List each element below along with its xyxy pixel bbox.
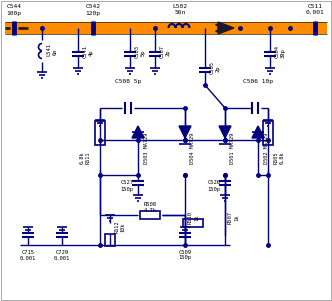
Text: 10k: 10k	[121, 222, 125, 232]
Text: 150p: 150p	[121, 188, 133, 193]
Text: C715: C715	[22, 250, 35, 255]
Text: 56n: 56n	[174, 11, 186, 15]
Text: C509: C509	[179, 250, 192, 255]
Bar	[95, 121, 105, 145]
Text: 0.001: 0.001	[54, 256, 70, 260]
Bar	[140, 211, 160, 219]
Text: 1k: 1k	[234, 215, 239, 221]
Text: 5p: 5p	[140, 50, 145, 56]
Text: R507: R507	[227, 212, 232, 225]
Text: 0.001: 0.001	[20, 256, 36, 260]
Text: D503 MA729: D503 MA729	[143, 132, 148, 164]
Text: C506 10p: C506 10p	[243, 79, 273, 85]
Text: 2p: 2p	[215, 66, 220, 72]
Text: C511: C511	[307, 4, 322, 8]
Polygon shape	[219, 126, 231, 138]
Polygon shape	[132, 126, 144, 138]
Text: C504: C504	[275, 45, 280, 58]
Text: R505: R505	[274, 151, 279, 164]
Text: 6.8k: 6.8k	[280, 151, 285, 164]
Text: 4.7k: 4.7k	[143, 207, 156, 213]
Text: R508: R508	[143, 203, 156, 207]
Bar	[183, 219, 203, 227]
Text: 150p: 150p	[179, 256, 192, 260]
Polygon shape	[218, 22, 234, 34]
Text: D501 MA729: D501 MA729	[230, 132, 235, 164]
Polygon shape	[252, 126, 264, 138]
Text: 0.001: 0.001	[306, 11, 324, 15]
Text: 2p: 2p	[165, 50, 171, 56]
Text: C507: C507	[159, 45, 164, 58]
Text: C505: C505	[209, 61, 214, 75]
Text: 6.8k: 6.8k	[79, 151, 85, 164]
Text: 6n: 6n	[52, 49, 57, 55]
Text: L541: L541	[46, 44, 51, 57]
Text: C526: C526	[208, 181, 220, 185]
Text: 39p: 39p	[281, 48, 286, 58]
Text: C508 5p: C508 5p	[115, 79, 141, 85]
Text: D504 MA729: D504 MA729	[191, 132, 196, 164]
Text: 4p: 4p	[89, 50, 94, 56]
Text: C503: C503	[134, 45, 139, 58]
Text: C541: C541	[82, 45, 88, 58]
Text: 1k: 1k	[195, 215, 200, 221]
Text: L502: L502	[173, 4, 188, 8]
Text: C527: C527	[121, 181, 133, 185]
Text: R512: R512	[115, 221, 120, 233]
Bar	[105, 234, 115, 246]
Text: 100p: 100p	[7, 11, 22, 15]
Text: R511: R511	[86, 151, 91, 164]
Text: D502 MA729: D502 MA729	[264, 132, 269, 164]
Text: R510: R510	[188, 212, 193, 225]
Text: C542: C542	[86, 4, 101, 8]
Text: 120p: 120p	[86, 11, 101, 15]
Text: 150p: 150p	[208, 188, 220, 193]
Bar	[5, 22, 327, 34]
Text: C544: C544	[7, 4, 22, 8]
Bar	[263, 121, 273, 145]
Text: C729: C729	[55, 250, 68, 255]
Polygon shape	[179, 126, 191, 138]
